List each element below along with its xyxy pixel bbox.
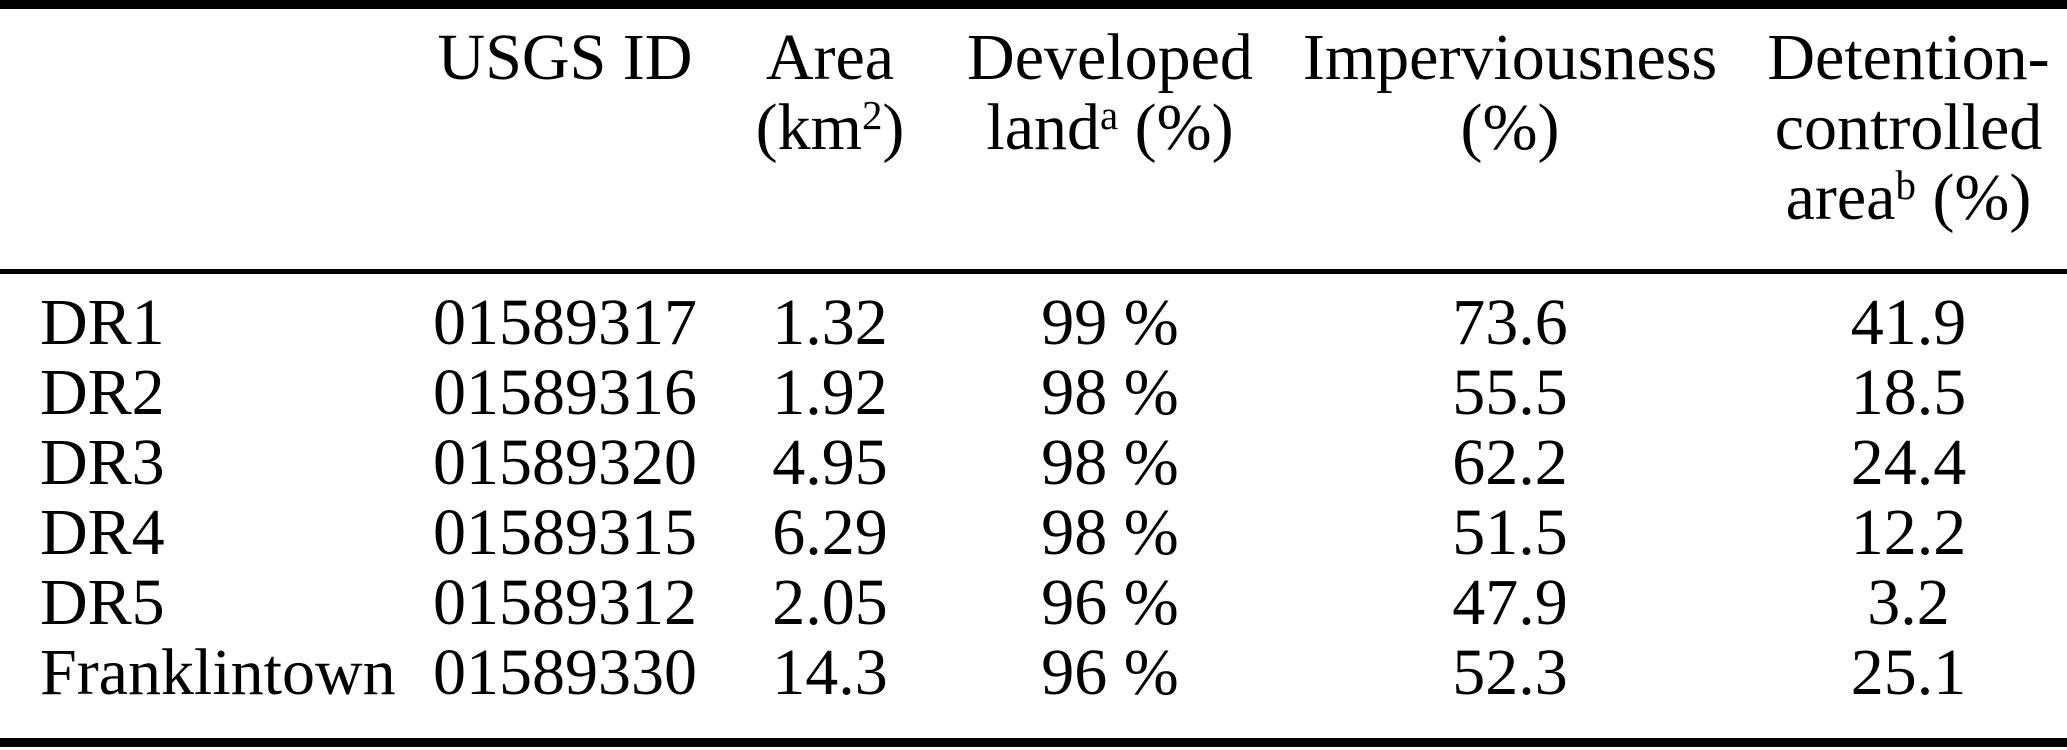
header-area-line1: Area — [765, 21, 895, 94]
header-detention-line2: controlled — [1774, 91, 2043, 164]
cell-area: 2.05 — [772, 566, 888, 639]
cell-developed-land: 98 % — [1041, 496, 1179, 569]
header-detention-area: Detention- controlled areab (%) — [1750, 4, 2067, 274]
header-detention-line1: Detention- — [1767, 21, 2050, 94]
header-detention-line3: areab (%) — [1750, 163, 2067, 233]
cell-usgs-id: 01589317 — [433, 286, 697, 359]
header-developed-line2: landa (%) — [950, 93, 1270, 163]
cell-developed-land: 98 % — [1041, 426, 1179, 499]
header-imperviousness: Imperviousness (%) — [1270, 4, 1750, 274]
cell-detention-area: 25.1 — [1850, 636, 1967, 709]
cell-developed-land: 96 % — [1041, 566, 1179, 639]
cell-site: DR4 — [40, 496, 165, 569]
cell-usgs-id: 01589312 — [433, 566, 697, 639]
cell-imperviousness: 51.5 — [1452, 496, 1568, 569]
cell-usgs-id: 01589316 — [433, 356, 697, 429]
header-area-unit: (km2) — [710, 93, 950, 163]
cell-site: Franklintown — [40, 636, 396, 709]
cell-area: 14.3 — [772, 636, 888, 709]
cell-site: DR1 — [40, 286, 165, 359]
cell-area: 4.95 — [772, 426, 888, 499]
cell-detention-area: 12.2 — [1850, 496, 1967, 569]
cell-site: DR5 — [40, 566, 165, 639]
table-row: DR4 01589315 6.29 98 % 51.5 12.2 — [0, 498, 2067, 568]
table-row: DR5 01589312 2.05 96 % 47.9 3.2 — [0, 568, 2067, 638]
cell-developed-land: 99 % — [1041, 286, 1179, 359]
cell-area: 6.29 — [772, 496, 888, 569]
superscript-km2: 2 — [861, 93, 883, 139]
cell-usgs-id: 01589330 — [433, 636, 697, 709]
table-row: DR3 01589320 4.95 98 % 62.2 24.4 — [0, 428, 2067, 498]
cell-area: 1.32 — [772, 286, 888, 359]
table-row: Franklintown 01589330 14.3 96 % 52.3 25.… — [0, 638, 2067, 743]
cell-imperviousness: 47.9 — [1452, 566, 1568, 639]
header-detention-line3-pre: area — [1785, 161, 1896, 234]
cell-usgs-id: 01589320 — [433, 426, 697, 499]
cell-area: 1.92 — [772, 356, 888, 429]
header-area: Area (km2) — [710, 4, 950, 274]
table-row: DR2 01589316 1.92 98 % 55.5 18.5 — [0, 358, 2067, 428]
cell-imperviousness: 73.6 — [1452, 286, 1568, 359]
cell-developed-land: 96 % — [1041, 636, 1179, 709]
cell-imperviousness: 55.5 — [1452, 356, 1568, 429]
header-site — [0, 4, 420, 274]
header-detention-line3-post: (%) — [1915, 161, 2032, 234]
cell-detention-area: 3.2 — [1867, 566, 1950, 639]
header-usgs-id-label: USGS ID — [437, 21, 693, 94]
cell-detention-area: 24.4 — [1850, 426, 1967, 499]
header-usgs-id: USGS ID — [420, 4, 710, 274]
table-row: DR1 01589317 1.32 99 % 73.6 41.9 — [0, 272, 2067, 359]
cell-site: DR3 — [40, 426, 165, 499]
header-developed-line2-pre: land — [986, 91, 1101, 164]
header-area-unit-post: ) — [882, 91, 905, 164]
cell-imperviousness: 52.3 — [1452, 636, 1568, 709]
cell-imperviousness: 62.2 — [1452, 426, 1568, 499]
header-developed-land: Developed landa (%) — [950, 4, 1270, 274]
header-area-unit-pre: (km — [755, 91, 862, 164]
cell-site: DR2 — [40, 356, 165, 429]
footnote-marker-a: a — [1100, 93, 1119, 139]
footnote-marker-b: b — [1895, 163, 1916, 209]
cell-usgs-id: 01589315 — [433, 496, 697, 569]
cell-developed-land: 98 % — [1041, 356, 1179, 429]
header-developed-line2-post: (%) — [1118, 91, 1234, 164]
header-row: USGS ID Area (km2) Developed landa (%) I… — [0, 4, 2067, 274]
cell-detention-area: 41.9 — [1850, 286, 1967, 359]
header-imperviousness-line1: Imperviousness — [1302, 21, 1718, 94]
header-imperviousness-line2: (%) — [1460, 91, 1560, 164]
cell-detention-area: 18.5 — [1850, 356, 1967, 429]
header-developed-line1: Developed — [967, 21, 1253, 94]
